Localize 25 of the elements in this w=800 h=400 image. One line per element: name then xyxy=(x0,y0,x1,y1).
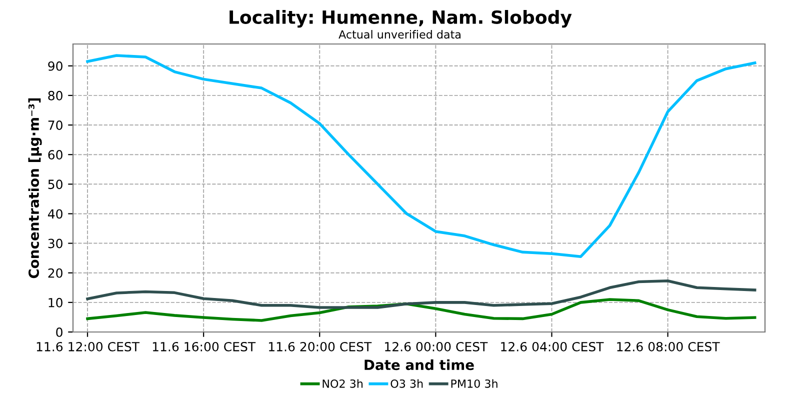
y-tick-label: 90 xyxy=(48,61,62,71)
x-tick-label: 11.6 20:00 CEST xyxy=(269,342,372,352)
line-series xyxy=(86,279,756,309)
y-tick-label: 60 xyxy=(48,150,62,160)
line-series xyxy=(86,54,756,258)
y-tick-label: 30 xyxy=(48,238,62,248)
y-axis-title: Concentration [µg·m⁻³] xyxy=(28,98,42,278)
x-tick-label: 12.6 00:00 CEST xyxy=(385,342,488,352)
y-tick-label: 40 xyxy=(48,209,62,219)
y-tick-label: 0 xyxy=(56,327,62,337)
y-tick-label: 70 xyxy=(48,120,62,130)
chart-title: Locality: Humenne, Nam. Slobody xyxy=(230,10,572,28)
legend-label: O3 3h xyxy=(390,379,423,388)
x-tick-label: 11.6 12:00 CEST xyxy=(36,342,140,352)
x-tick-label: 11.6 16:00 CEST xyxy=(152,342,256,352)
legend-label: NO2 3h xyxy=(322,379,363,388)
chart-subtitle: Actual unverified data xyxy=(338,30,460,39)
legend-label: PM10 3h xyxy=(451,379,498,388)
y-tick-label: 80 xyxy=(48,90,62,100)
y-tick-label: 20 xyxy=(48,268,62,278)
x-tick-label: 12.6 08:00 CEST xyxy=(617,342,720,352)
y-tick-label: 50 xyxy=(48,180,62,190)
x-axis-title: Date and time xyxy=(364,359,474,370)
y-tick-label: 10 xyxy=(48,298,62,308)
x-tick-label: 12.6 04:00 CEST xyxy=(501,342,604,352)
